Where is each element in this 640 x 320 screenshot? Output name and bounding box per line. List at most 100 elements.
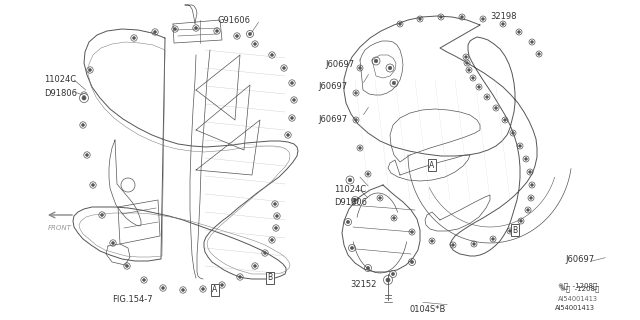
Circle shape [283, 67, 285, 69]
Circle shape [221, 284, 223, 286]
Circle shape [392, 81, 396, 85]
Text: 11024C: 11024C [334, 185, 366, 194]
Circle shape [248, 32, 252, 36]
Circle shape [409, 229, 415, 235]
Circle shape [355, 119, 357, 121]
Circle shape [477, 86, 481, 88]
Circle shape [110, 240, 116, 246]
Circle shape [355, 92, 357, 94]
Circle shape [459, 14, 465, 20]
Circle shape [344, 219, 351, 226]
Circle shape [476, 84, 482, 90]
Circle shape [200, 286, 206, 292]
Text: J60697: J60697 [318, 115, 347, 124]
Circle shape [372, 57, 380, 65]
Circle shape [490, 236, 496, 242]
Text: ※（  -1208）: ※（ -1208） [560, 285, 599, 292]
Circle shape [468, 69, 470, 71]
Circle shape [353, 90, 359, 96]
Text: ※（  -1208）: ※（ -1208） [558, 282, 597, 289]
Circle shape [493, 105, 499, 111]
Circle shape [152, 29, 158, 35]
Text: D91806: D91806 [44, 89, 77, 98]
Circle shape [246, 30, 253, 37]
Circle shape [464, 60, 470, 66]
Text: J60697: J60697 [565, 255, 594, 264]
Circle shape [470, 75, 476, 81]
Circle shape [465, 56, 467, 58]
Circle shape [392, 272, 395, 276]
Circle shape [234, 33, 240, 39]
Circle shape [523, 156, 529, 162]
Text: G91606: G91606 [218, 16, 251, 25]
Circle shape [431, 240, 433, 242]
Circle shape [271, 239, 273, 242]
Circle shape [92, 184, 95, 187]
Circle shape [383, 276, 392, 284]
Text: A: A [429, 161, 435, 170]
Text: 32198: 32198 [490, 12, 516, 21]
Circle shape [507, 228, 513, 234]
Circle shape [536, 51, 542, 57]
Text: J60697: J60697 [325, 60, 354, 69]
Circle shape [357, 65, 363, 71]
Circle shape [365, 171, 371, 177]
Circle shape [239, 276, 241, 278]
Circle shape [252, 263, 258, 269]
Circle shape [466, 67, 472, 73]
Text: AI54001413: AI54001413 [555, 305, 595, 311]
Circle shape [367, 173, 369, 175]
Text: B: B [268, 274, 273, 283]
Circle shape [527, 169, 533, 175]
Circle shape [81, 124, 84, 126]
Circle shape [285, 132, 291, 138]
Circle shape [141, 277, 147, 283]
Circle shape [410, 260, 413, 264]
Circle shape [131, 35, 137, 41]
Circle shape [236, 35, 239, 37]
Circle shape [495, 107, 497, 109]
Circle shape [160, 285, 166, 291]
Circle shape [492, 238, 494, 240]
Circle shape [502, 117, 508, 123]
Circle shape [100, 213, 104, 216]
Circle shape [538, 53, 540, 55]
Circle shape [253, 43, 257, 45]
Circle shape [289, 80, 295, 86]
Circle shape [528, 195, 534, 201]
Circle shape [388, 66, 392, 70]
Circle shape [520, 220, 522, 222]
Circle shape [172, 26, 178, 32]
Circle shape [450, 242, 456, 248]
Circle shape [216, 29, 218, 32]
Circle shape [504, 119, 506, 121]
Circle shape [273, 225, 279, 231]
Circle shape [531, 41, 533, 43]
Circle shape [391, 215, 397, 221]
Circle shape [529, 39, 535, 45]
Circle shape [90, 182, 96, 188]
Circle shape [202, 288, 204, 291]
Circle shape [429, 238, 435, 244]
Circle shape [82, 96, 86, 100]
Circle shape [87, 67, 93, 73]
Circle shape [86, 154, 88, 156]
Circle shape [273, 203, 276, 205]
Circle shape [529, 182, 535, 188]
Circle shape [132, 36, 136, 39]
Circle shape [195, 27, 198, 29]
Circle shape [88, 68, 92, 71]
Circle shape [379, 197, 381, 199]
Text: AI54001413: AI54001413 [558, 296, 598, 302]
Circle shape [351, 196, 358, 204]
Circle shape [353, 198, 356, 202]
Circle shape [349, 244, 355, 252]
Circle shape [154, 31, 156, 34]
Text: FRONT: FRONT [48, 225, 72, 231]
Circle shape [386, 64, 394, 72]
Circle shape [274, 213, 280, 219]
Circle shape [374, 59, 378, 63]
Circle shape [518, 145, 522, 147]
Circle shape [83, 93, 86, 96]
Circle shape [180, 287, 186, 293]
